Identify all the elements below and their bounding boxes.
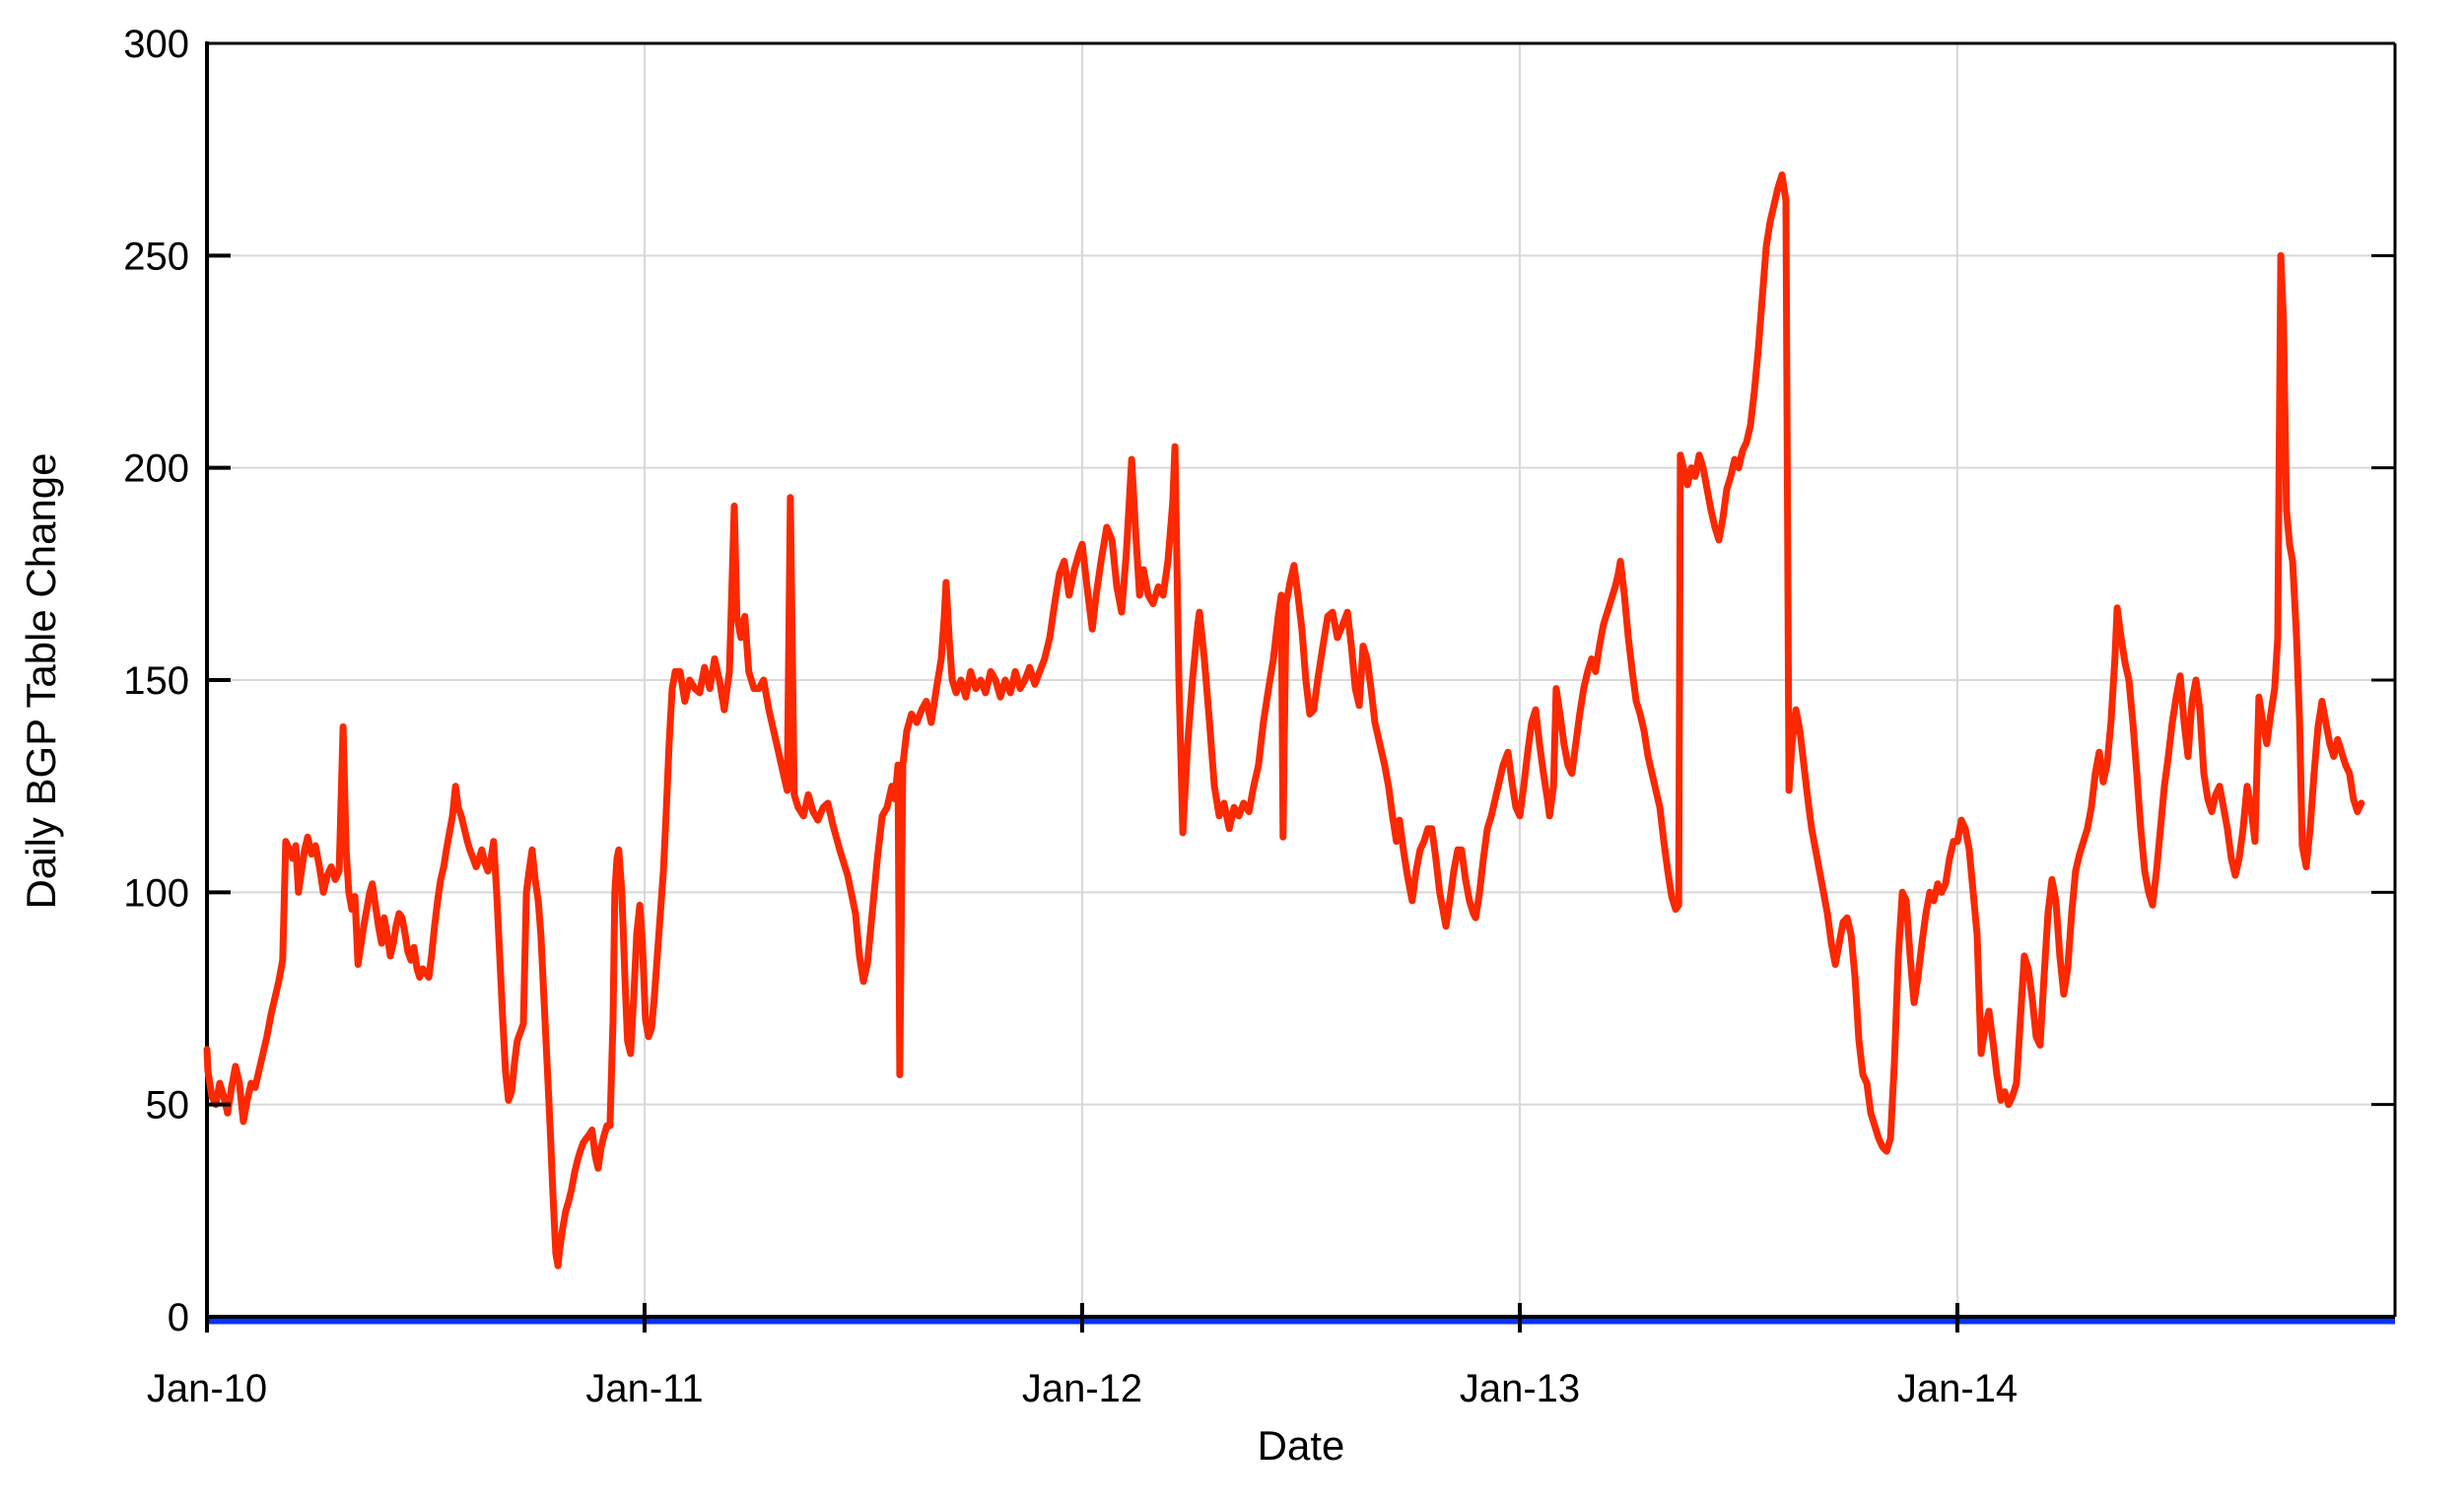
series-daily-bgp-table-change (203, 171, 2365, 1269)
y-tick-label: 300 (123, 23, 189, 66)
y-axis-title: Daily BGP Table Change (18, 452, 64, 910)
y-tick-label: 0 (168, 1296, 189, 1339)
y-tick-label: 150 (123, 659, 189, 703)
y-tick-label: 50 (146, 1084, 190, 1128)
x-tick-label: Jan-13 (1460, 1367, 1580, 1410)
x-tick-label: Jan-10 (147, 1367, 267, 1410)
y-tick-label: 200 (123, 447, 189, 491)
x-tick-label: Jan-14 (1897, 1367, 2018, 1410)
x-axis-title: Date (1257, 1422, 1345, 1469)
y-tick-label: 100 (123, 871, 189, 915)
y-tick-label: 250 (123, 235, 189, 278)
x-tick-label: Jan-11 (585, 1367, 703, 1410)
x-tick-label: Jan-12 (1022, 1367, 1142, 1410)
